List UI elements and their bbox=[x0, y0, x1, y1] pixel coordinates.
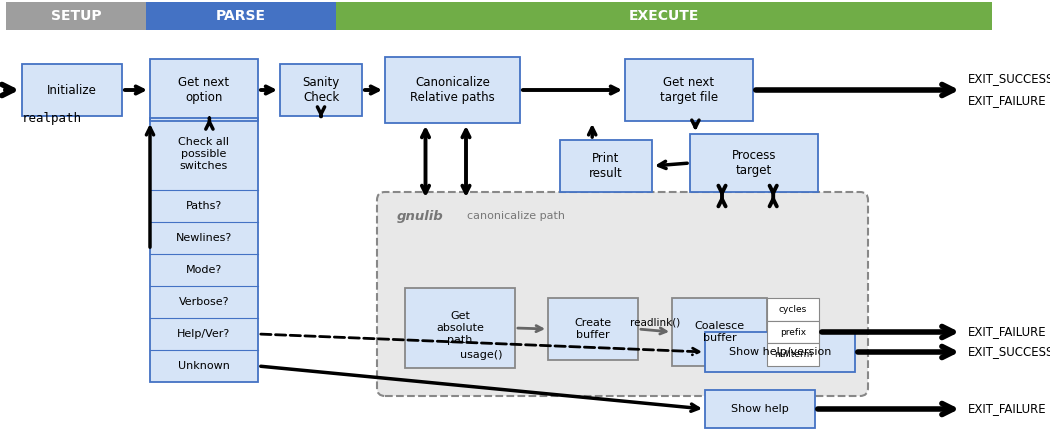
Text: canonicalize path: canonicalize path bbox=[467, 211, 565, 221]
FancyBboxPatch shape bbox=[150, 190, 258, 222]
Text: Show help: Show help bbox=[731, 404, 789, 414]
FancyBboxPatch shape bbox=[560, 140, 652, 192]
FancyBboxPatch shape bbox=[150, 222, 258, 254]
Text: Mode?: Mode? bbox=[186, 265, 223, 275]
FancyBboxPatch shape bbox=[705, 390, 815, 428]
Text: Verbose?: Verbose? bbox=[178, 297, 229, 307]
FancyBboxPatch shape bbox=[377, 192, 868, 396]
FancyBboxPatch shape bbox=[405, 288, 514, 368]
Text: EXIT_FAILURE: EXIT_FAILURE bbox=[968, 403, 1047, 415]
Text: PARSE: PARSE bbox=[216, 9, 266, 23]
Text: Process
target: Process target bbox=[732, 149, 776, 177]
FancyBboxPatch shape bbox=[690, 134, 818, 192]
FancyBboxPatch shape bbox=[146, 2, 336, 30]
FancyBboxPatch shape bbox=[336, 2, 992, 30]
Text: Show help/version: Show help/version bbox=[729, 347, 832, 357]
Text: readlink(): readlink() bbox=[630, 318, 680, 328]
Text: Help/Ver?: Help/Ver? bbox=[177, 329, 231, 339]
FancyBboxPatch shape bbox=[672, 298, 766, 366]
Text: Check all
possible
switches: Check all possible switches bbox=[178, 137, 230, 171]
Text: Canonicalize
Relative paths: Canonicalize Relative paths bbox=[411, 76, 495, 104]
Text: EXIT_SUCCESS: EXIT_SUCCESS bbox=[968, 73, 1050, 85]
Text: Print
result: Print result bbox=[589, 152, 623, 180]
Text: gnulib: gnulib bbox=[397, 209, 444, 223]
Text: Initialize: Initialize bbox=[47, 84, 97, 96]
FancyBboxPatch shape bbox=[385, 57, 520, 123]
FancyBboxPatch shape bbox=[150, 59, 258, 121]
Text: Unknown: Unknown bbox=[178, 361, 230, 371]
Text: realpath: realpath bbox=[22, 112, 82, 125]
FancyBboxPatch shape bbox=[150, 254, 258, 286]
FancyBboxPatch shape bbox=[150, 118, 258, 190]
Text: prefix: prefix bbox=[780, 327, 806, 337]
Text: EXIT_FAILURE: EXIT_FAILURE bbox=[968, 95, 1047, 107]
Text: EXECUTE: EXECUTE bbox=[629, 9, 699, 23]
Text: Coalesce
buffer: Coalesce buffer bbox=[694, 321, 744, 343]
Text: Newlines?: Newlines? bbox=[176, 233, 232, 243]
FancyBboxPatch shape bbox=[766, 343, 819, 366]
Text: Get
absolute
path: Get absolute path bbox=[436, 312, 484, 345]
Text: SETUP: SETUP bbox=[50, 9, 101, 23]
Text: EXIT_FAILURE: EXIT_FAILURE bbox=[968, 326, 1047, 338]
Text: nullterm: nullterm bbox=[774, 350, 813, 359]
Text: Sanity
Check: Sanity Check bbox=[302, 76, 339, 104]
Text: EXIT_SUCCESS: EXIT_SUCCESS bbox=[968, 345, 1050, 359]
Text: Create
buffer: Create buffer bbox=[574, 318, 611, 340]
Text: cycles: cycles bbox=[779, 305, 807, 314]
FancyBboxPatch shape bbox=[150, 286, 258, 318]
FancyBboxPatch shape bbox=[705, 332, 855, 372]
FancyBboxPatch shape bbox=[548, 298, 638, 360]
Text: Get next
target file: Get next target file bbox=[660, 76, 718, 104]
FancyBboxPatch shape bbox=[6, 2, 146, 30]
FancyBboxPatch shape bbox=[150, 350, 258, 382]
Text: Get next
option: Get next option bbox=[178, 76, 230, 104]
FancyBboxPatch shape bbox=[625, 59, 753, 121]
FancyBboxPatch shape bbox=[766, 298, 819, 321]
FancyBboxPatch shape bbox=[766, 321, 819, 343]
FancyBboxPatch shape bbox=[280, 64, 362, 116]
FancyBboxPatch shape bbox=[150, 318, 258, 350]
Text: usage(): usage() bbox=[460, 350, 503, 360]
Text: Paths?: Paths? bbox=[186, 201, 223, 211]
FancyBboxPatch shape bbox=[22, 64, 122, 116]
